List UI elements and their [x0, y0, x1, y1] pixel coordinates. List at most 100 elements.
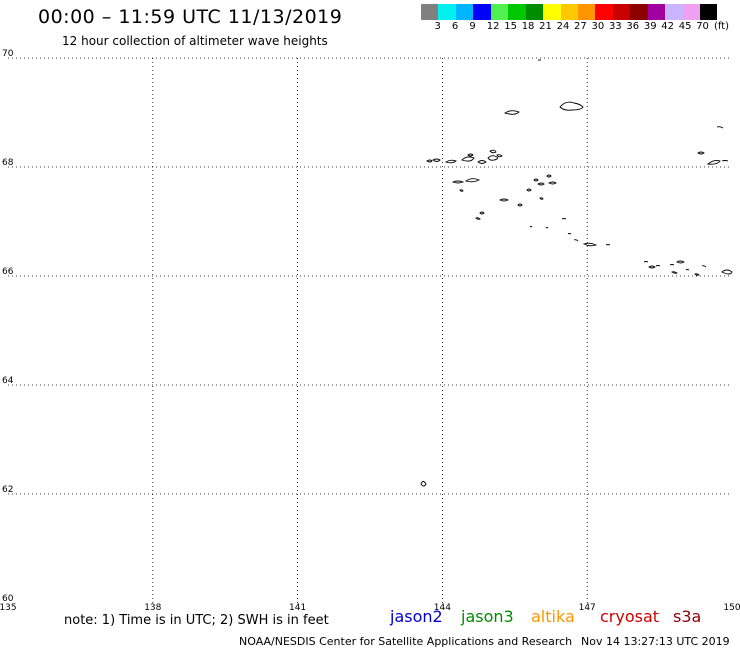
colorbar-tick-label: 9 — [469, 21, 476, 32]
island — [582, 242, 598, 247]
longitude-label: 138 — [144, 603, 161, 613]
colorbar-tick-label: 3 — [434, 21, 441, 32]
colorbar-tick-label: 15 — [504, 21, 517, 32]
island — [697, 151, 705, 155]
satellite-jason3: jason3 — [461, 607, 514, 626]
island — [716, 126, 724, 129]
island — [545, 227, 549, 229]
credit-line: NOAA/NESDIS Center for Satellite Applica… — [239, 635, 573, 648]
colorbar-swatch — [612, 4, 631, 20]
satellite-s3a: s3a — [673, 607, 702, 626]
island — [467, 153, 474, 157]
colorbar-swatch — [700, 4, 718, 20]
colorbar-swatch — [438, 4, 456, 20]
island — [517, 203, 523, 207]
island — [479, 211, 485, 215]
longitude-label: 141 — [289, 603, 306, 613]
island — [721, 160, 729, 162]
colorbar-swatch — [682, 4, 700, 20]
island — [451, 180, 465, 184]
latitude-label: 64 — [2, 376, 14, 386]
colorbar-swatch — [543, 4, 561, 20]
island — [643, 261, 649, 263]
island — [461, 156, 475, 162]
colorbar-swatch — [455, 4, 474, 20]
island — [498, 198, 510, 202]
colorbar-swatch — [421, 4, 439, 20]
wave-height-colorbar — [421, 4, 718, 20]
island — [475, 217, 481, 220]
colorbar-swatch — [595, 4, 613, 20]
longitude-label: 150 — [723, 603, 740, 613]
island — [432, 158, 441, 162]
island — [701, 265, 707, 268]
latitude-label: 60 — [2, 594, 14, 604]
colorbar-swatch — [490, 4, 509, 20]
island — [547, 181, 557, 185]
island — [721, 269, 733, 275]
island — [567, 233, 572, 235]
colorbar-tick-label: 33 — [608, 21, 622, 32]
island — [537, 182, 545, 186]
colorbar-tick-label: 21 — [539, 21, 552, 32]
island — [655, 265, 661, 267]
longitude-label: 135 — [0, 603, 17, 613]
colorbar-tick-label: 12 — [486, 21, 500, 32]
satellite-jason2: jason2 — [390, 607, 443, 626]
island — [529, 226, 533, 228]
colorbar-tick-label: 18 — [521, 21, 535, 32]
island — [464, 178, 481, 183]
footer-note: note: 1) Time is in UTC; 2) SWH is in fe… — [64, 613, 329, 628]
latitude-label: 70 — [2, 49, 14, 59]
satellite-cryosat: cryosat — [600, 607, 660, 626]
island — [685, 269, 690, 271]
island — [487, 155, 499, 161]
colorbar-swatch — [647, 4, 666, 20]
island — [605, 244, 611, 246]
island — [420, 481, 427, 487]
colorbar-tick-labels: 3 6 9 12 15 18 21 24 27 30 33 36 39 42 45 70 — [421, 21, 740, 33]
island — [477, 160, 487, 164]
island — [648, 265, 656, 269]
colorbar-swatch — [508, 4, 526, 20]
island — [706, 159, 721, 165]
island — [426, 159, 433, 163]
colorbar-tick-label: 42 — [661, 21, 675, 32]
latitude-label: 68 — [2, 158, 14, 168]
island — [546, 174, 552, 178]
map-grid — [8, 57, 732, 603]
island — [539, 197, 544, 200]
island — [669, 264, 675, 266]
island — [559, 101, 584, 111]
island — [444, 159, 457, 164]
colorbar-swatch — [473, 4, 491, 20]
generation-timestamp: Nov 14 13:27:13 UTC 2019 — [581, 635, 730, 648]
colorbar-swatch — [665, 4, 683, 20]
coastline-islands — [420, 59, 733, 487]
island — [671, 271, 678, 274]
longitude-label: 144 — [434, 603, 451, 613]
colorbar-tick-label: 36 — [626, 21, 640, 32]
island — [533, 178, 539, 182]
island — [503, 110, 520, 115]
colorbar-swatch — [525, 4, 544, 20]
colorbar-swatch — [630, 4, 648, 20]
island — [459, 189, 464, 192]
colorbar-tick-label: 6 — [451, 21, 459, 32]
colorbar-units: (ft) — [714, 21, 730, 32]
island — [561, 218, 567, 220]
island — [496, 154, 503, 158]
colorbar-tick-label: 45 — [678, 21, 692, 32]
latitude-label: 62 — [2, 485, 13, 495]
colorbar-swatch — [577, 4, 596, 20]
island — [676, 260, 685, 264]
colorbar-tick-label: 27 — [574, 21, 587, 32]
colorbar-tick-label: 70 — [696, 21, 709, 32]
colorbar-tick-label: 30 — [591, 21, 605, 32]
latitude-label: 66 — [2, 267, 14, 277]
map-subtitle: 12 hour collection of altimeter wave hei… — [62, 34, 328, 48]
axis-labels: 135 138 141 144 147 150 60 62 64 66 68 70 — [0, 49, 740, 613]
island — [694, 273, 700, 276]
island — [573, 239, 579, 242]
